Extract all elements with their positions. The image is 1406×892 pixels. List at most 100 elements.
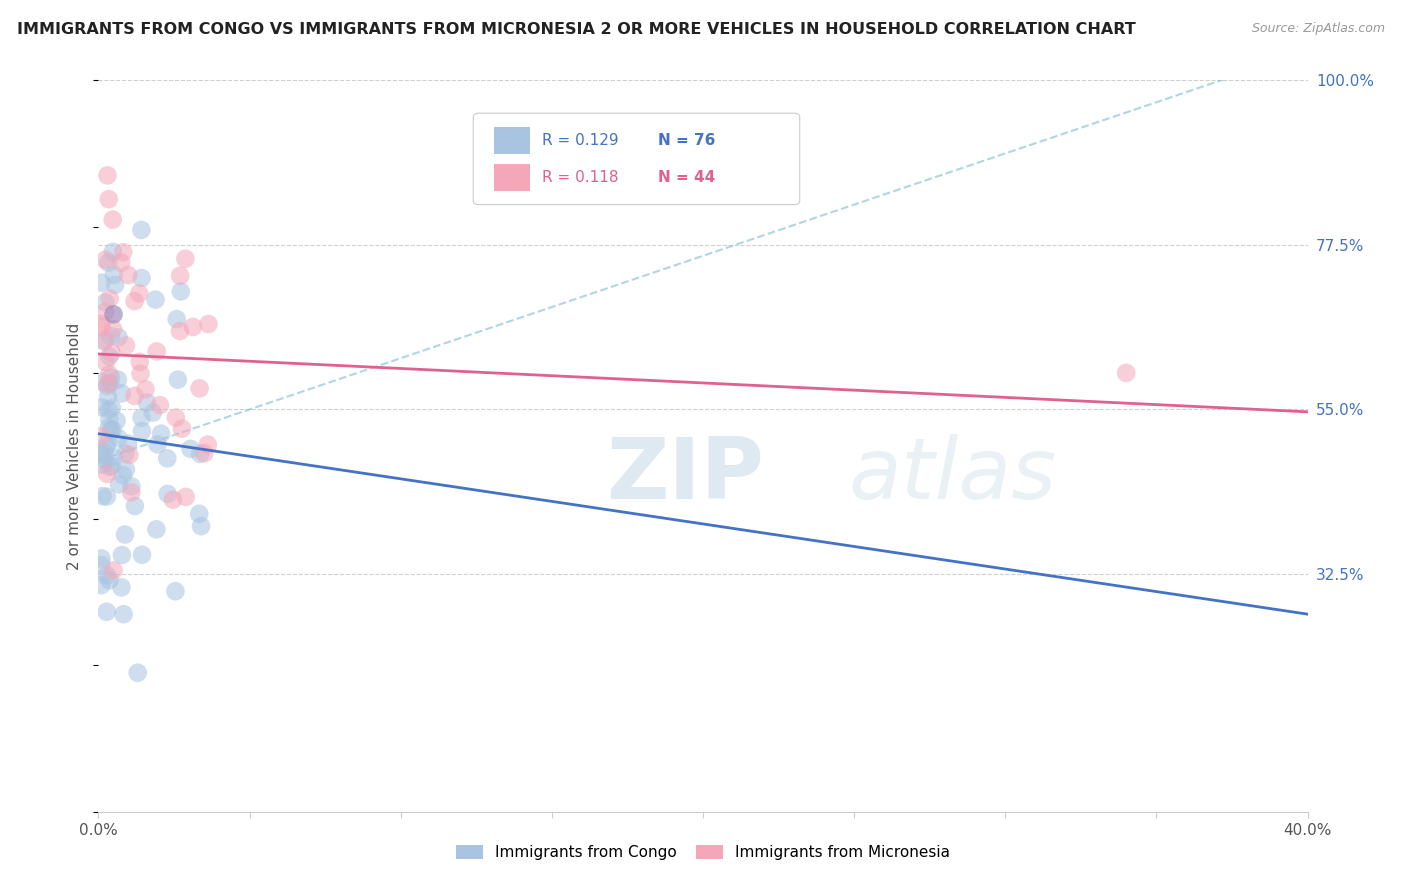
Point	[104, 277, 127, 292]
Bar	[494, 164, 530, 191]
Point	[98, 376, 121, 391]
Point	[91, 401, 114, 415]
Point	[94, 305, 117, 319]
Point	[90, 551, 112, 566]
Point	[105, 414, 128, 428]
Point	[101, 212, 124, 227]
Text: Source: ZipAtlas.com: Source: ZipAtlas.com	[1251, 22, 1385, 36]
Text: R = 0.129: R = 0.129	[543, 133, 619, 148]
Point	[114, 527, 136, 541]
Point	[110, 255, 132, 269]
Point	[165, 410, 187, 425]
Point	[96, 169, 118, 183]
Point	[107, 330, 129, 344]
Text: ZIP: ZIP	[606, 434, 763, 516]
Point	[124, 294, 146, 309]
Point	[101, 401, 124, 415]
Point	[101, 322, 124, 336]
Point	[91, 376, 114, 390]
Point	[97, 192, 120, 206]
Point	[96, 467, 118, 481]
Point	[98, 412, 121, 426]
Point	[98, 350, 121, 364]
Point	[103, 450, 125, 464]
Point	[96, 490, 118, 504]
Point	[127, 665, 149, 680]
Point	[112, 607, 135, 622]
Point	[167, 373, 190, 387]
Point	[145, 344, 167, 359]
Point	[120, 479, 142, 493]
Point	[100, 329, 122, 343]
Point	[101, 458, 124, 473]
Point	[97, 376, 120, 391]
Point	[107, 431, 129, 445]
Point	[131, 223, 153, 237]
Point	[134, 382, 156, 396]
Point	[96, 379, 118, 393]
Text: atlas: atlas	[848, 434, 1056, 516]
Point	[96, 605, 118, 619]
Point	[166, 312, 188, 326]
Point	[111, 468, 134, 483]
FancyBboxPatch shape	[474, 113, 800, 204]
Point	[93, 334, 115, 349]
Point	[93, 334, 115, 348]
Point	[174, 490, 197, 504]
Y-axis label: 2 or more Vehicles in Household: 2 or more Vehicles in Household	[67, 322, 83, 570]
Point	[103, 268, 125, 282]
Point	[131, 548, 153, 562]
Point	[150, 426, 173, 441]
Point	[120, 485, 142, 500]
Point	[112, 245, 135, 260]
Point	[96, 439, 118, 453]
Point	[91, 458, 114, 472]
Point	[101, 423, 124, 437]
Point	[97, 255, 120, 269]
Point	[114, 446, 136, 460]
Point	[179, 442, 201, 456]
Point	[94, 295, 117, 310]
Point	[97, 420, 120, 434]
Text: N = 44: N = 44	[658, 169, 716, 185]
Point	[145, 522, 167, 536]
Point	[90, 320, 112, 334]
Point	[90, 447, 112, 461]
Point	[100, 346, 122, 360]
Point	[131, 271, 153, 285]
Point	[128, 286, 150, 301]
Point	[90, 429, 112, 443]
Point	[156, 487, 179, 501]
Legend: Immigrants from Congo, Immigrants from Micronesia: Immigrants from Congo, Immigrants from M…	[450, 839, 956, 866]
Point	[165, 584, 187, 599]
Point	[188, 447, 211, 461]
Point	[131, 424, 153, 438]
Point	[188, 507, 211, 521]
Point	[98, 573, 121, 587]
Point	[197, 317, 219, 331]
Point	[98, 368, 121, 382]
Text: R = 0.118: R = 0.118	[543, 169, 619, 185]
Point	[90, 276, 112, 290]
Point	[98, 459, 121, 474]
Point	[90, 558, 112, 572]
Point	[103, 307, 125, 321]
Point	[100, 423, 122, 437]
Point	[97, 435, 120, 450]
Point	[162, 492, 184, 507]
Point	[97, 402, 120, 417]
Point	[156, 451, 179, 466]
Point	[124, 499, 146, 513]
Point	[94, 252, 117, 267]
Point	[136, 395, 159, 409]
Point	[174, 252, 197, 266]
Point	[111, 386, 134, 401]
Point	[91, 489, 114, 503]
Point	[129, 367, 152, 381]
Point	[118, 448, 141, 462]
Bar	[494, 128, 530, 153]
Point	[96, 568, 118, 582]
Point	[181, 320, 204, 334]
Point	[190, 519, 212, 533]
Point	[124, 389, 146, 403]
